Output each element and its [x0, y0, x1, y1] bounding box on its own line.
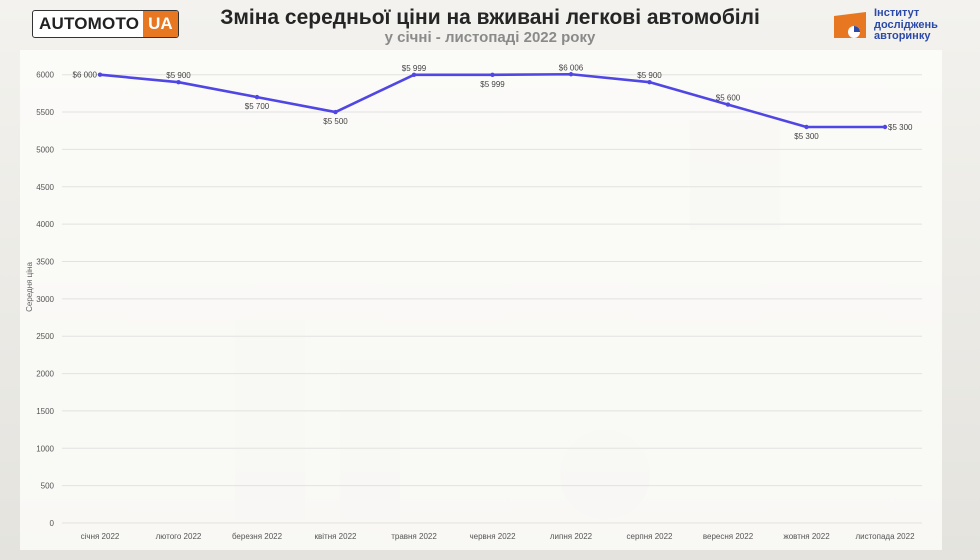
chart-title: Зміна середньої ціни на вживані легкові … — [220, 6, 760, 29]
y-tick-label: 1500 — [36, 407, 54, 416]
x-tick-label: червня 2022 — [469, 532, 516, 541]
institute-logo-text: Інститут досліджень авторинку — [874, 7, 938, 43]
x-tick-label: липня 2022 — [550, 532, 593, 541]
chart-panel — [20, 50, 942, 550]
data-label: $6 006 — [559, 63, 584, 72]
y-tick-label: 1000 — [36, 444, 54, 453]
data-point — [647, 79, 652, 85]
x-tick-label: лютого 2022 — [156, 532, 202, 541]
data-label: $5 300 — [794, 132, 819, 141]
series-line — [97, 72, 888, 130]
institute-logo-icon — [834, 12, 866, 38]
data-point — [804, 124, 809, 130]
data-point — [411, 72, 417, 77]
x-tick-label: березня 2022 — [232, 532, 283, 541]
data-label: $5 300 — [888, 123, 913, 132]
x-tick-label: листопада 2022 — [855, 532, 915, 541]
x-tick-label: жовтня 2022 — [783, 532, 830, 541]
x-tick-labels: січня 2022 лютого 2022 березня 2022 квітня … — [81, 532, 915, 541]
institute-logo: Інститут досліджень авторинку — [832, 7, 952, 43]
institute-logo-line: Інститут — [874, 7, 920, 19]
chart-subtitle: у січні - листопаді 2022 року — [384, 29, 596, 46]
y-tick-label: 5500 — [36, 108, 54, 117]
y-tick-label: 2500 — [36, 332, 54, 341]
y-tick-label: 6000 — [36, 71, 54, 80]
logo-left-badge: UA — [143, 11, 178, 37]
y-tick-label: 2000 — [36, 370, 54, 379]
data-label: $5 900 — [166, 71, 191, 80]
data-label: $5 700 — [245, 102, 270, 111]
data-label: $5 600 — [716, 94, 741, 103]
y-tick-label: 4000 — [36, 220, 54, 229]
data-point — [568, 72, 574, 77]
data-point — [882, 124, 888, 130]
data-point — [333, 109, 338, 115]
data-label: $5 999 — [402, 64, 427, 73]
grid-lines — [62, 74, 922, 524]
y-tick-label: 0 — [50, 519, 55, 528]
data-point — [97, 72, 103, 77]
x-tick-label: травня 2022 — [391, 532, 437, 541]
y-axis-label: Середня ціна — [25, 262, 34, 312]
data-point — [490, 72, 495, 77]
data-point — [176, 79, 181, 85]
y-tick-label: 4500 — [36, 183, 54, 192]
institute-logo-line: авторинку — [874, 30, 931, 42]
data-label: $5 999 — [480, 80, 505, 89]
x-tick-label: вересня 2022 — [703, 532, 754, 541]
y-tick-labels: 0 500 1000 1500 2000 2500 3000 3500 4000 4500 5000… — [36, 71, 54, 528]
x-tick-label: серпня 2022 — [627, 532, 674, 541]
data-point — [725, 102, 731, 107]
logo-left-text: AUTOMOTO — [39, 14, 140, 33]
data-label: $6 000 — [73, 71, 98, 80]
data-label: $5 900 — [637, 71, 662, 80]
automoto-logo: AUTOMOTO UA — [32, 10, 179, 38]
y-tick-label: 3500 — [36, 257, 54, 266]
x-tick-label: квітня 2022 — [315, 532, 358, 541]
institute-logo-line: досліджень — [874, 18, 938, 31]
y-tick-label: 500 — [41, 482, 55, 491]
y-tick-label: 3000 — [36, 295, 54, 304]
y-tick-label: 5000 — [36, 145, 54, 154]
data-labels: $6 000 $5 900 $5 700 $5 500 $5 999 $5 999 $6 0… — [73, 63, 913, 141]
x-tick-label: січня 2022 — [81, 532, 120, 541]
data-label: $5 500 — [323, 117, 348, 126]
data-point — [254, 94, 260, 100]
